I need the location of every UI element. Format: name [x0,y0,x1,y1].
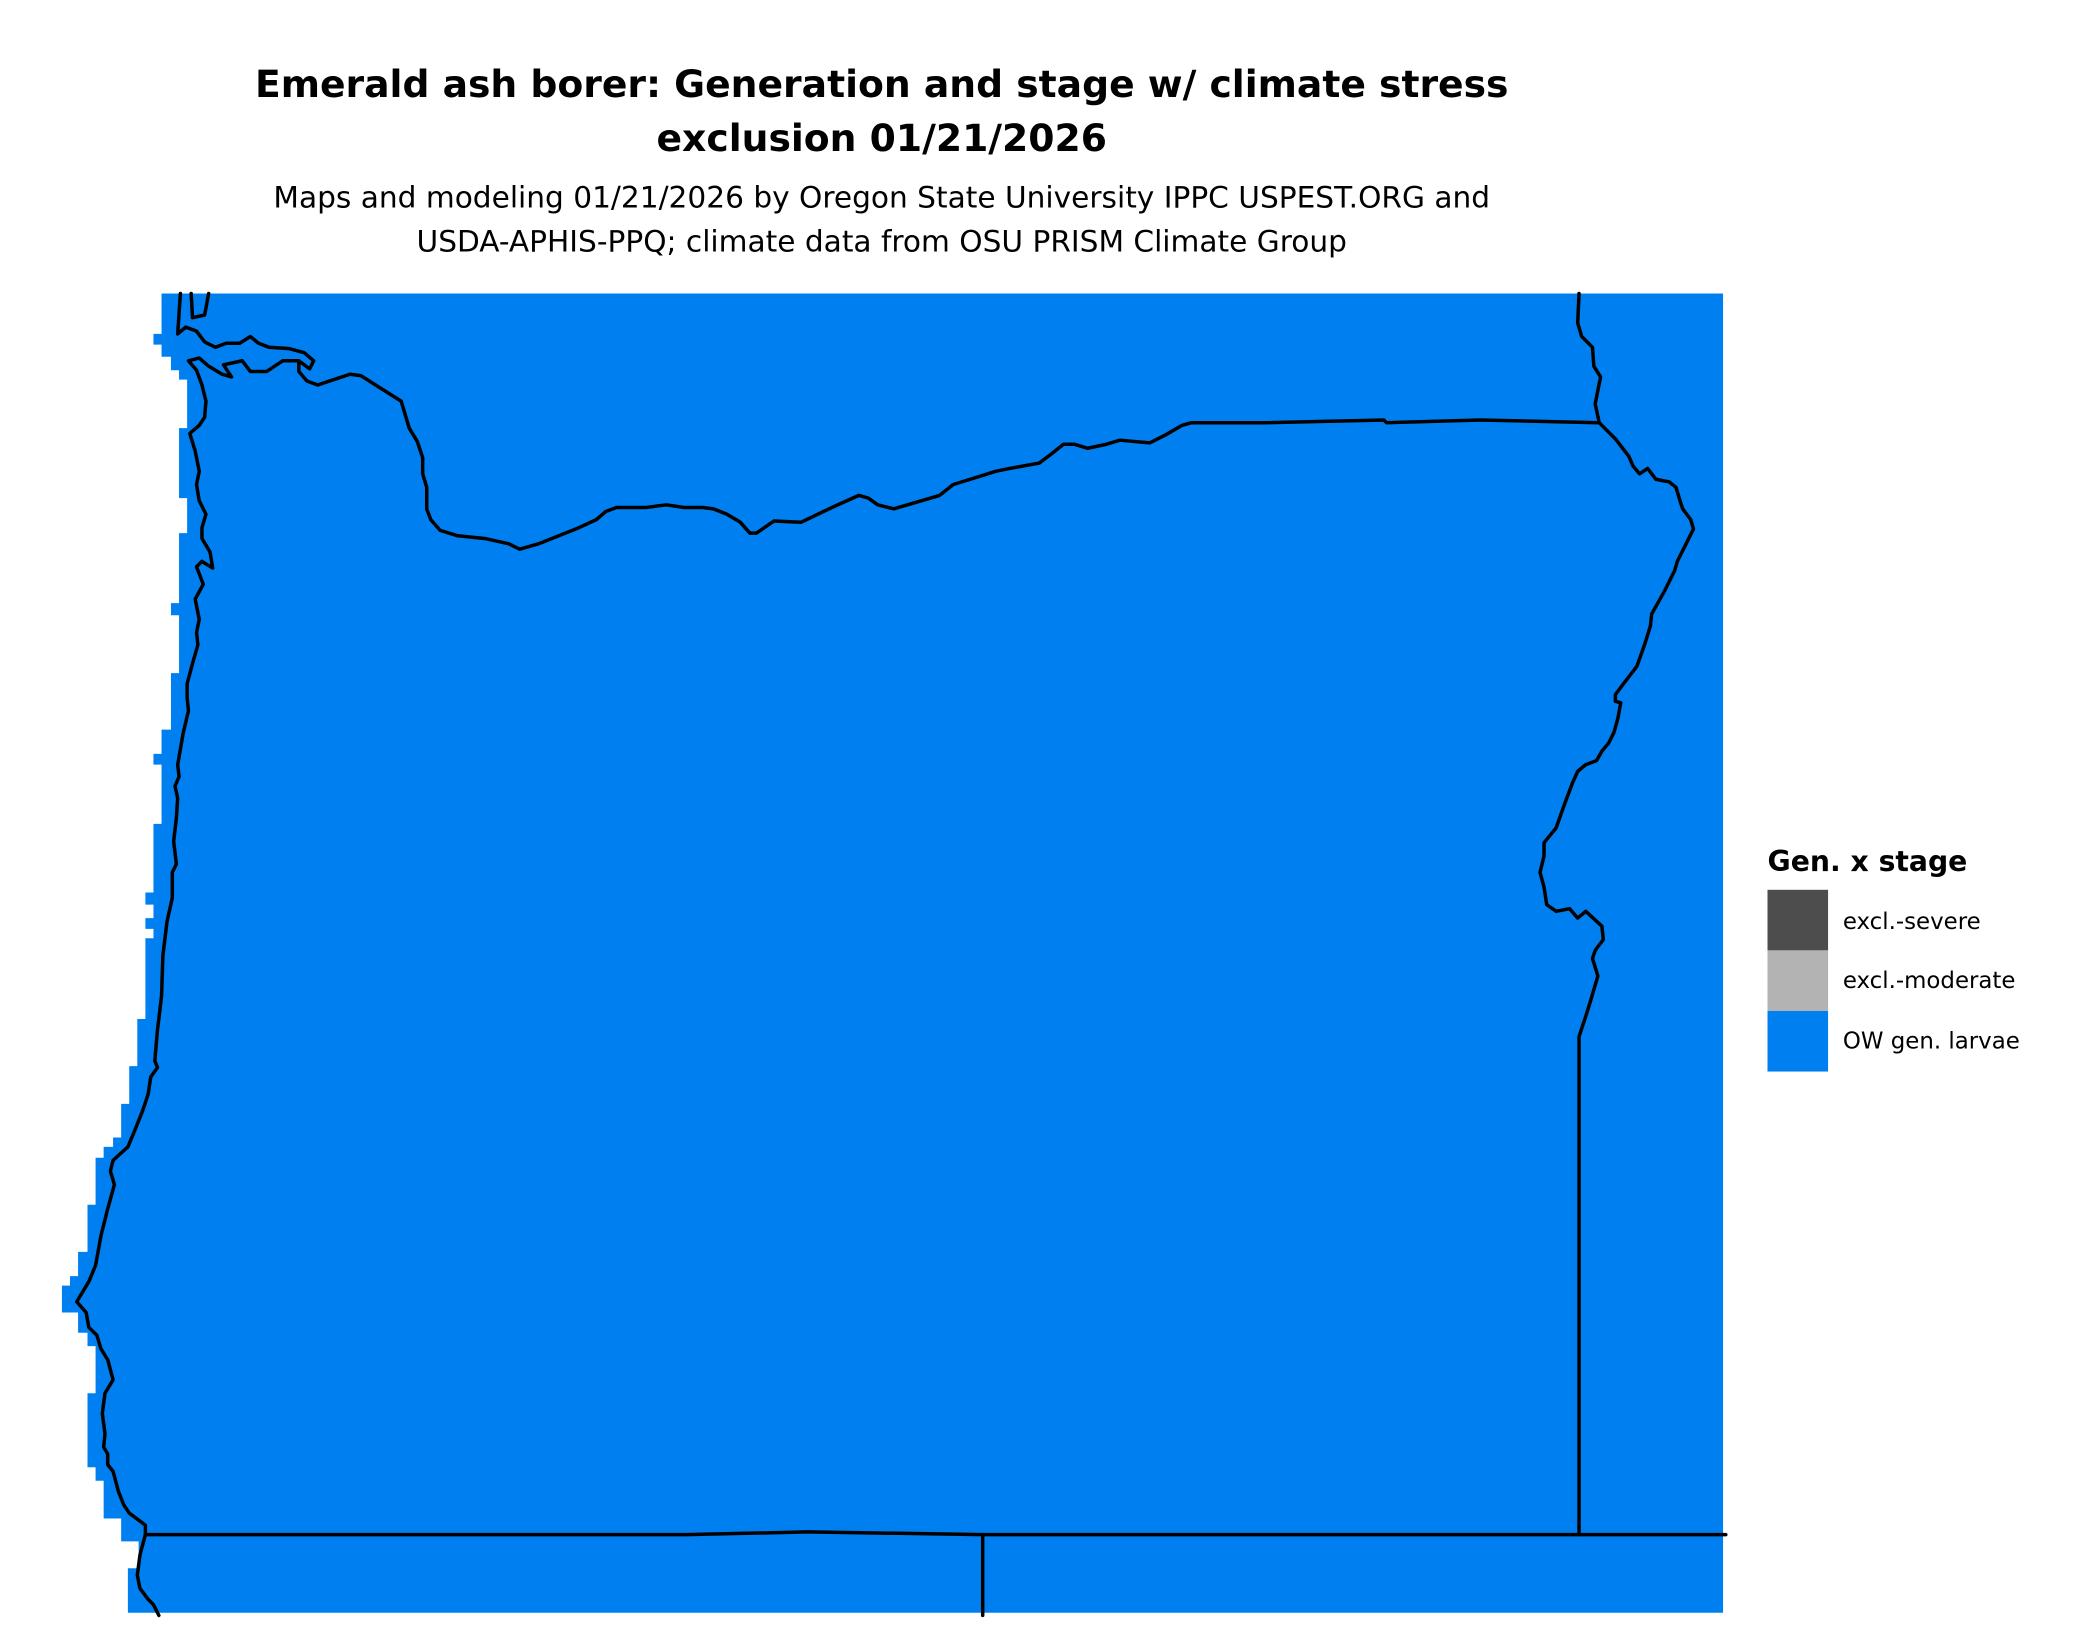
columbia-river-north-border [297,359,1601,551]
legend-swatch-ow-gen-larvae [1767,1010,1829,1072]
map-title-line1: Emerald ash borer: Generation and stage … [255,62,1509,106]
oregon-south-border [143,1530,1728,1537]
legend-swatch-excl-severe [1767,889,1829,951]
raster-ow-gen-larvae-area [61,293,1724,1613]
map-subtitle-line2: USDA-APHIS-PPQ; climate data from OSU PR… [417,225,1347,259]
oregon-idaho-east-border [1538,291,1696,1537]
legend: Gen. x stage excl.-severe excl.-moderate… [1767,845,2020,1072]
legend-title: Gen. x stage [1768,845,1968,878]
map-subtitle-line1: Maps and modeling 01/21/2026 by Oregon S… [273,180,1490,214]
oregon-west-coast-border [74,291,316,1618]
map-panel [61,291,1728,1618]
legend-label-excl-severe: excl.-severe [1843,909,1981,935]
map-title-line2: exclusion 01/21/2026 [656,116,1106,160]
legend-label-ow-gen-larvae: OW gen. larvae [1843,1029,2020,1055]
legend-label-excl-moderate: excl.-moderate [1843,968,2016,994]
washington-inlet-border [189,291,211,320]
legend-swatch-excl-moderate [1767,950,1829,1011]
